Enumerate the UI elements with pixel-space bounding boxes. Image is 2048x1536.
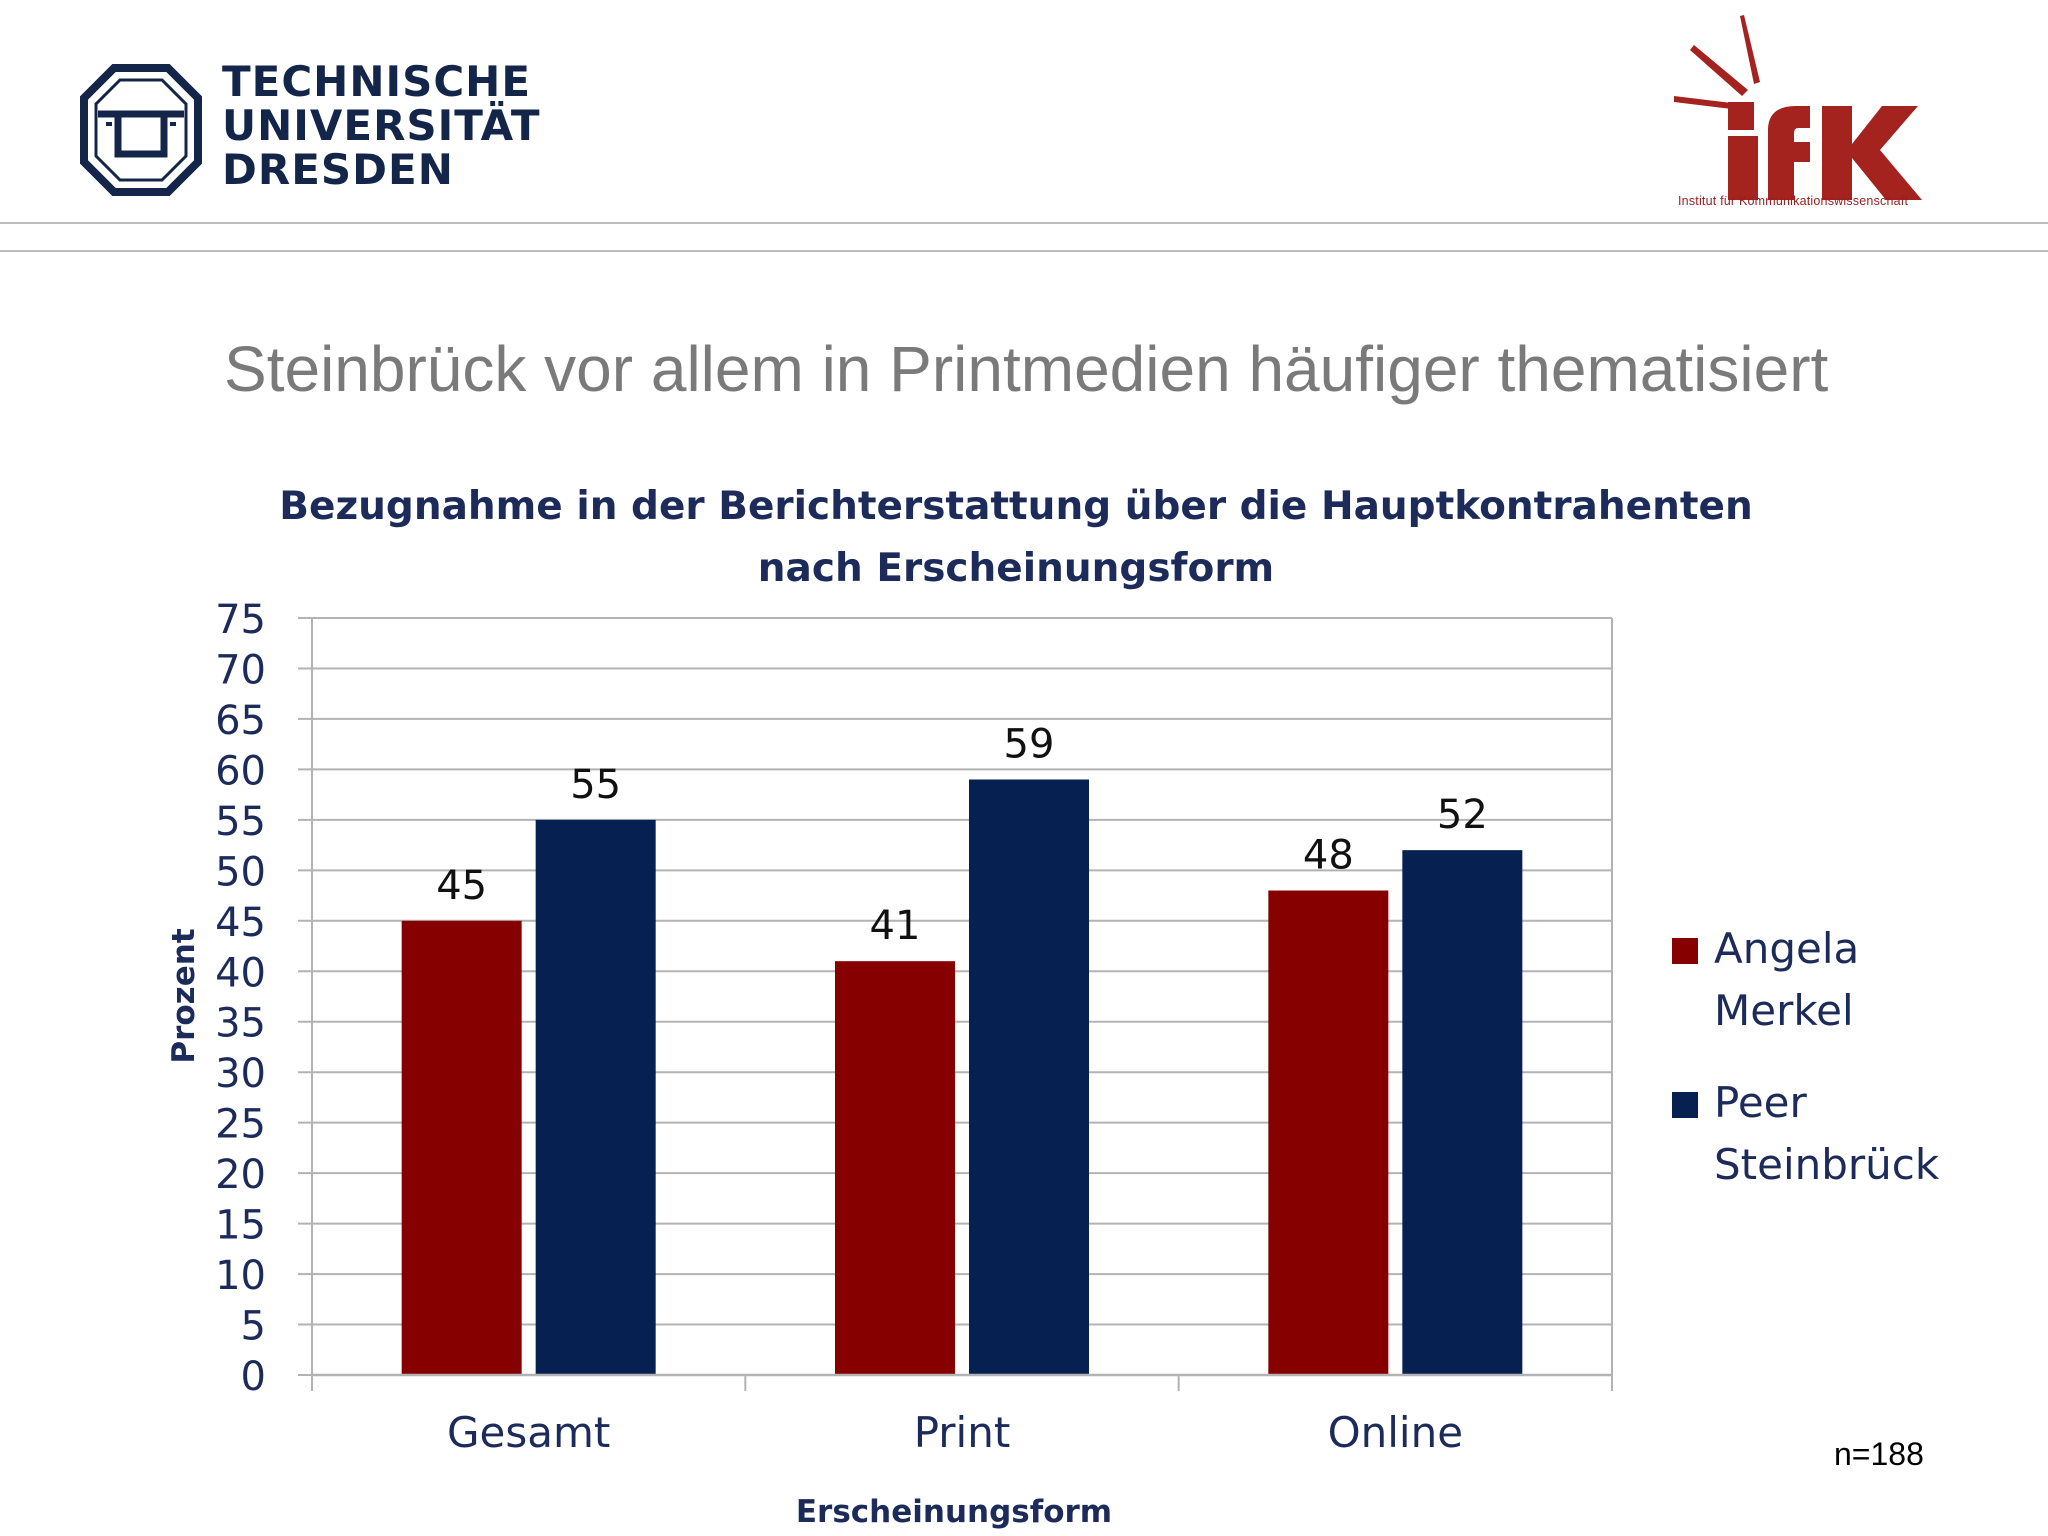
legend-item-merkel: Angela Merkel xyxy=(1668,918,1974,1042)
y-tick-label-30: 30 xyxy=(215,1051,266,1097)
y-tick-label-25: 25 xyxy=(215,1102,266,1148)
tud-line-3: DRESDEN xyxy=(222,145,454,194)
slide-title: Steinbrück vor allem in Printmedien häuf… xyxy=(224,333,1829,405)
y-tick-label-60: 60 xyxy=(215,748,266,794)
chart-title-line-2: nach Erscheinungsform xyxy=(757,546,1275,591)
tu-dresden-emblem-icon xyxy=(80,64,202,196)
y-axis-title: Prozent xyxy=(166,928,202,1063)
bar-online-1 xyxy=(1402,850,1523,1375)
y-tick-label-20: 20 xyxy=(215,1152,266,1198)
data-label-gesamt-0: 45 xyxy=(436,863,487,909)
data-label-online-1: 52 xyxy=(1437,792,1488,838)
header-divider-bottom xyxy=(0,250,2048,252)
ifk-subtitle: Institut für Kommunikationswissenschaft xyxy=(1678,194,1909,208)
legend-label-steinbrueck-line-2: Steinbrück xyxy=(1714,1140,1940,1189)
chart-legend: Angela Merkel Peer Steinbrück xyxy=(1668,918,1974,1226)
legend-item-steinbrueck: Peer Steinbrück xyxy=(1668,1072,1974,1196)
legend-label-steinbrueck-line-1: Peer xyxy=(1714,1078,1807,1127)
bar-online-0 xyxy=(1268,890,1389,1375)
y-tick-label-10: 10 xyxy=(215,1253,266,1299)
bar-gesamt-1 xyxy=(535,819,656,1375)
data-label-print-1: 59 xyxy=(1004,721,1055,767)
x-axis-title: Erscheinungsform xyxy=(796,1494,1112,1530)
legend-label-merkel-line-2: Merkel xyxy=(1714,986,1854,1035)
y-tick-label-35: 35 xyxy=(215,1001,266,1047)
chart-title-line-1: Bezugnahme in der Berichterstattung über… xyxy=(279,484,1753,529)
legend-label-merkel: Angela Merkel xyxy=(1714,918,1974,1042)
legend-label-merkel-line-1: Angela xyxy=(1714,924,1860,973)
tud-line-1: TECHNISCHE xyxy=(222,57,532,106)
y-tick-label-5: 5 xyxy=(241,1304,266,1350)
data-label-online-0: 48 xyxy=(1303,833,1354,879)
ifk-logo-icon xyxy=(1674,15,1922,200)
legend-swatch-merkel xyxy=(1672,938,1698,964)
data-label-print-0: 41 xyxy=(870,903,921,949)
bar-gesamt-0 xyxy=(401,920,522,1375)
y-tick-label-65: 65 xyxy=(215,698,266,744)
sample-size-note: n=188 xyxy=(1834,1436,1924,1472)
tu-dresden-wordmark: TECHNISCHE UNIVERSITÄT DRESDEN xyxy=(222,60,541,192)
bar-print-1 xyxy=(969,779,1089,1375)
chart-title: Bezugnahme in der Berichterstattung über… xyxy=(256,476,1776,600)
y-tick-label-50: 50 xyxy=(215,849,266,895)
y-tick-label-75: 75 xyxy=(215,597,266,643)
slide-header: TECHNISCHE UNIVERSITÄT DRESDEN Institut … xyxy=(0,0,2048,252)
tud-line-2: UNIVERSITÄT xyxy=(222,101,541,150)
y-tick-label-40: 40 xyxy=(215,950,266,996)
x-category-label-gesamt: Gesamt xyxy=(447,1408,610,1457)
y-tick-label-55: 55 xyxy=(215,799,266,845)
y-tick-label-70: 70 xyxy=(215,647,266,693)
x-category-label-online: Online xyxy=(1328,1408,1463,1457)
x-category-label-print: Print xyxy=(914,1408,1011,1457)
legend-swatch-steinbrueck xyxy=(1672,1092,1698,1118)
bar-print-0 xyxy=(835,961,955,1375)
data-label-gesamt-1: 55 xyxy=(570,762,621,808)
header-divider-top xyxy=(0,222,2048,224)
y-tick-label-0: 0 xyxy=(241,1354,266,1400)
legend-label-steinbrueck: Peer Steinbrück xyxy=(1714,1072,1974,1196)
y-tick-label-45: 45 xyxy=(215,900,266,946)
y-tick-label-15: 15 xyxy=(215,1203,266,1249)
